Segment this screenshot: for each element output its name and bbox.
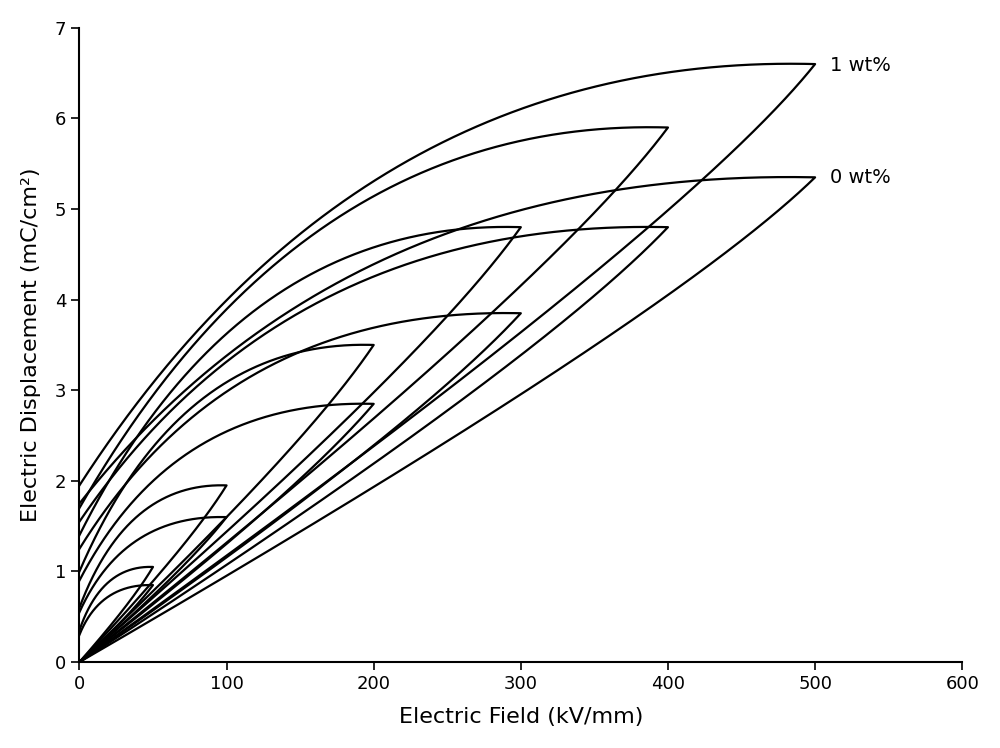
Text: 0 wt%: 0 wt% [830,168,891,187]
X-axis label: Electric Field (kV/mm): Electric Field (kV/mm) [399,707,643,727]
Text: 1 wt%: 1 wt% [830,56,891,76]
Y-axis label: Electric Displacement (mC/cm²): Electric Displacement (mC/cm²) [21,168,41,522]
